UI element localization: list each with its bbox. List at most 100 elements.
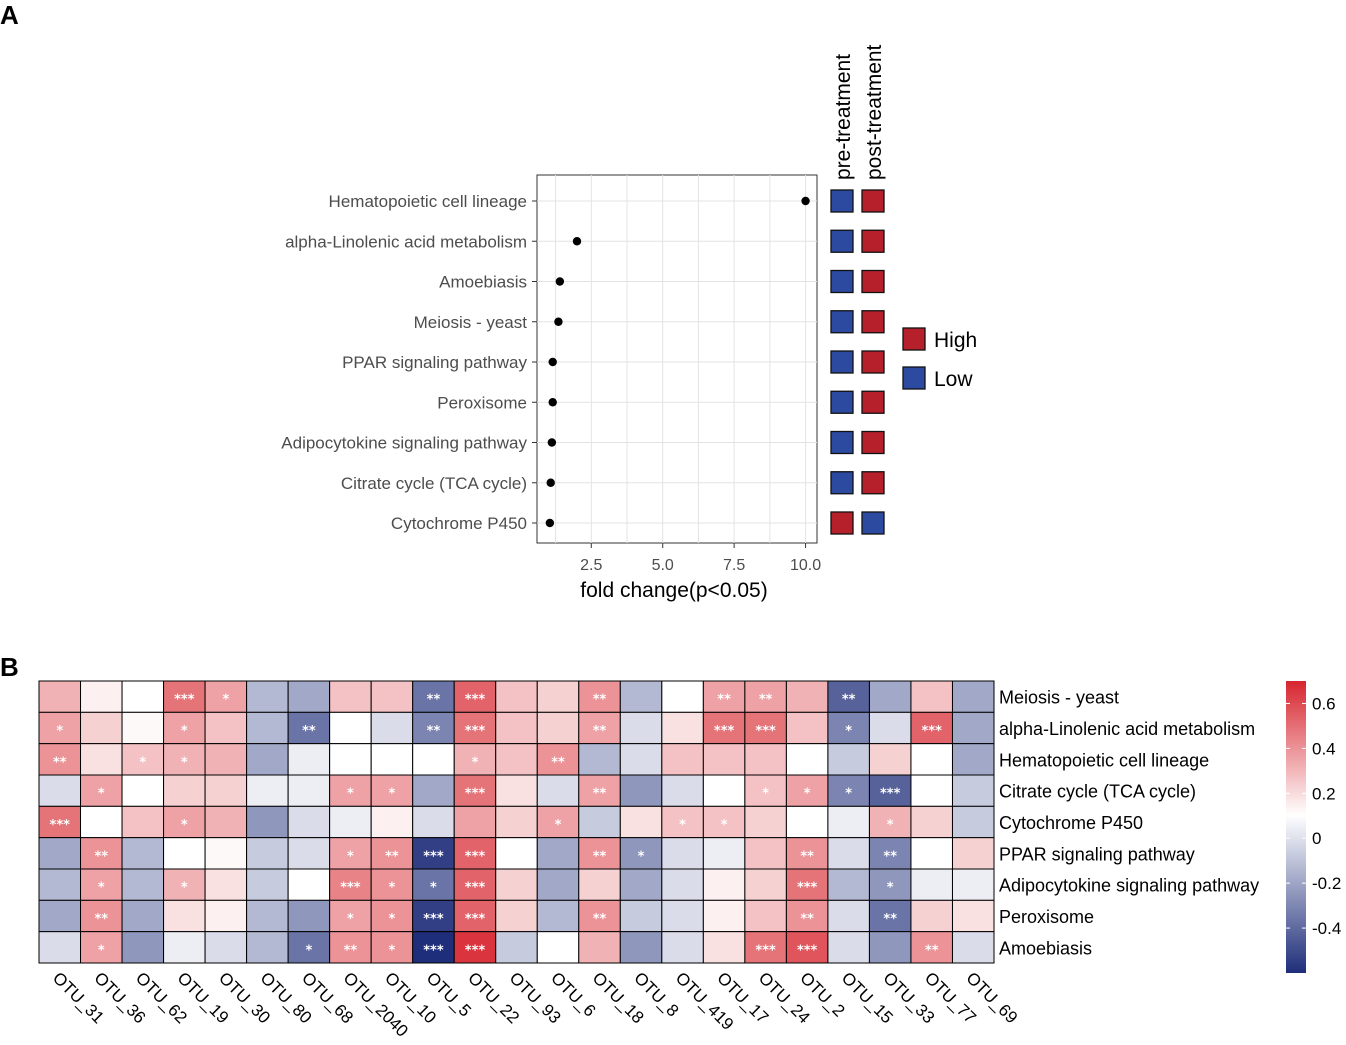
heatmap-row-label: PPAR signaling pathway <box>999 844 1195 864</box>
heatmap-cell <box>661 743 704 776</box>
heatmap-cell <box>329 899 372 933</box>
heatmap-cell <box>121 868 165 901</box>
heatmap-cell <box>910 680 953 713</box>
heatmap-cell <box>38 743 82 776</box>
heatmap-row-labels: Meiosis - yeast alpha-Linolenic acid meta… <box>999 688 1259 959</box>
significance-stars: *** <box>465 943 486 958</box>
heatmap-cell <box>495 805 538 839</box>
heatmap-cell <box>495 774 538 807</box>
heatmap-cell <box>495 680 538 713</box>
data-point <box>547 438 557 447</box>
pathway-label: Hematopoietic cell lineage <box>329 192 527 211</box>
dot-plot-area <box>536 174 818 544</box>
heatmap-row-label: Hematopoietic cell lineage <box>999 750 1209 770</box>
significance-stars: * <box>181 881 188 896</box>
group-headers: pre-treatment post-treatment <box>832 44 886 180</box>
significance-stars: ** <box>593 693 607 708</box>
post-treatment-low-square <box>861 511 885 535</box>
colorbar-tick-label: -0.4 <box>1312 919 1341 938</box>
significance-stars: *** <box>880 787 901 802</box>
post-treatment-high-square <box>861 390 885 414</box>
heatmap-cell <box>204 837 248 870</box>
heatmap-cell <box>951 899 995 933</box>
heatmap-cell <box>412 774 455 807</box>
heatmap-cell <box>910 868 953 901</box>
heatmap-cell <box>536 899 580 933</box>
heatmap-cell <box>287 868 331 901</box>
heatmap-cell <box>38 805 82 839</box>
panel-a-dot-plot: Hematopoietic cell lineage alpha-Linoleni… <box>281 44 977 602</box>
significance-stars: ** <box>385 849 399 864</box>
heatmap-cell <box>661 899 704 933</box>
significance-stars: *** <box>50 818 71 833</box>
dot-plot-grid <box>537 175 817 543</box>
pre-treatment-low-square <box>830 269 854 294</box>
significance-stars: *** <box>174 693 195 708</box>
significance-stars: * <box>305 943 312 958</box>
heatmap-cell <box>329 711 372 745</box>
significance-stars: *** <box>714 724 735 739</box>
x-tick-label: 2.5 <box>580 557 602 574</box>
significance-stars: * <box>762 787 769 802</box>
heatmap-cell <box>619 743 663 776</box>
pre-treatment-low-square <box>830 471 854 495</box>
significance-stars: ** <box>593 787 607 802</box>
heatmap-cell <box>578 837 621 870</box>
heatmap-cell <box>453 837 497 870</box>
post-treatment-high-square <box>861 310 885 334</box>
heatmap-cell <box>619 837 663 870</box>
heatmap-cell <box>495 711 538 745</box>
colorbar-tick-label: 0.4 <box>1312 739 1336 758</box>
heatmap-cell <box>910 774 953 807</box>
heatmap-cell <box>453 680 497 713</box>
heatmap-cell <box>744 931 787 964</box>
heatmap-cell <box>744 805 787 839</box>
heatmap-cell <box>287 899 331 933</box>
pathway-label: Citrate cycle (TCA cycle) <box>341 474 527 493</box>
pathway-label: Meiosis - yeast <box>414 313 528 332</box>
heatmap-cell <box>38 711 82 745</box>
heatmap-cell <box>121 899 165 933</box>
significance-stars: ** <box>883 849 897 864</box>
significance-stars: *** <box>423 912 444 927</box>
heatmap-cell <box>910 743 953 776</box>
significance-stars: * <box>389 881 396 896</box>
heatmap-cell <box>163 899 206 933</box>
significance-stars: *** <box>340 881 361 896</box>
heatmap-cell <box>495 899 538 933</box>
high-low-legend: High Low <box>902 327 977 391</box>
heatmap-cell <box>204 711 248 745</box>
heatmap-cell <box>412 743 455 776</box>
heatmap-cell <box>827 680 870 713</box>
heatmap-cell <box>910 837 953 870</box>
heatmap-cell <box>578 774 621 807</box>
heatmap-cell <box>204 899 248 933</box>
heatmap-cell <box>412 680 455 713</box>
heatmap-cell <box>951 774 995 807</box>
header-post-treatment: post-treatment <box>863 44 886 180</box>
heatmap-column-labels: OTU_31OTU_36OTU_62OTU_19OTU_30OTU_80OTU_… <box>49 968 1021 1040</box>
heatmap-cell <box>661 931 704 964</box>
heatmap-cell <box>951 931 995 964</box>
heatmap-cell <box>661 805 704 839</box>
significance-stars: ** <box>842 693 856 708</box>
heatmap-cell <box>536 774 580 807</box>
heatmap-cell <box>661 868 704 901</box>
significance-stars: * <box>56 724 63 739</box>
pathway-label: Adipocytokine signaling pathway <box>281 434 527 453</box>
heatmap-cell <box>910 711 953 745</box>
significance-stars: * <box>389 943 396 958</box>
heatmap-cell <box>287 805 331 839</box>
heatmap-cell <box>121 805 165 839</box>
significance-stars: * <box>181 818 188 833</box>
heatmap-cell <box>661 680 704 713</box>
significance-stars: * <box>181 755 188 770</box>
heatmap-cell <box>246 868 289 901</box>
x-axis-title: fold change(p<0.05) <box>580 579 767 602</box>
significance-stars: * <box>472 755 479 770</box>
pre-treatment-low-square <box>830 189 854 213</box>
pathway-label: Cytochrome P450 <box>391 514 527 533</box>
significance-stars: *** <box>922 724 943 739</box>
heatmap-cell <box>204 805 248 839</box>
heatmap-cell <box>661 711 704 745</box>
